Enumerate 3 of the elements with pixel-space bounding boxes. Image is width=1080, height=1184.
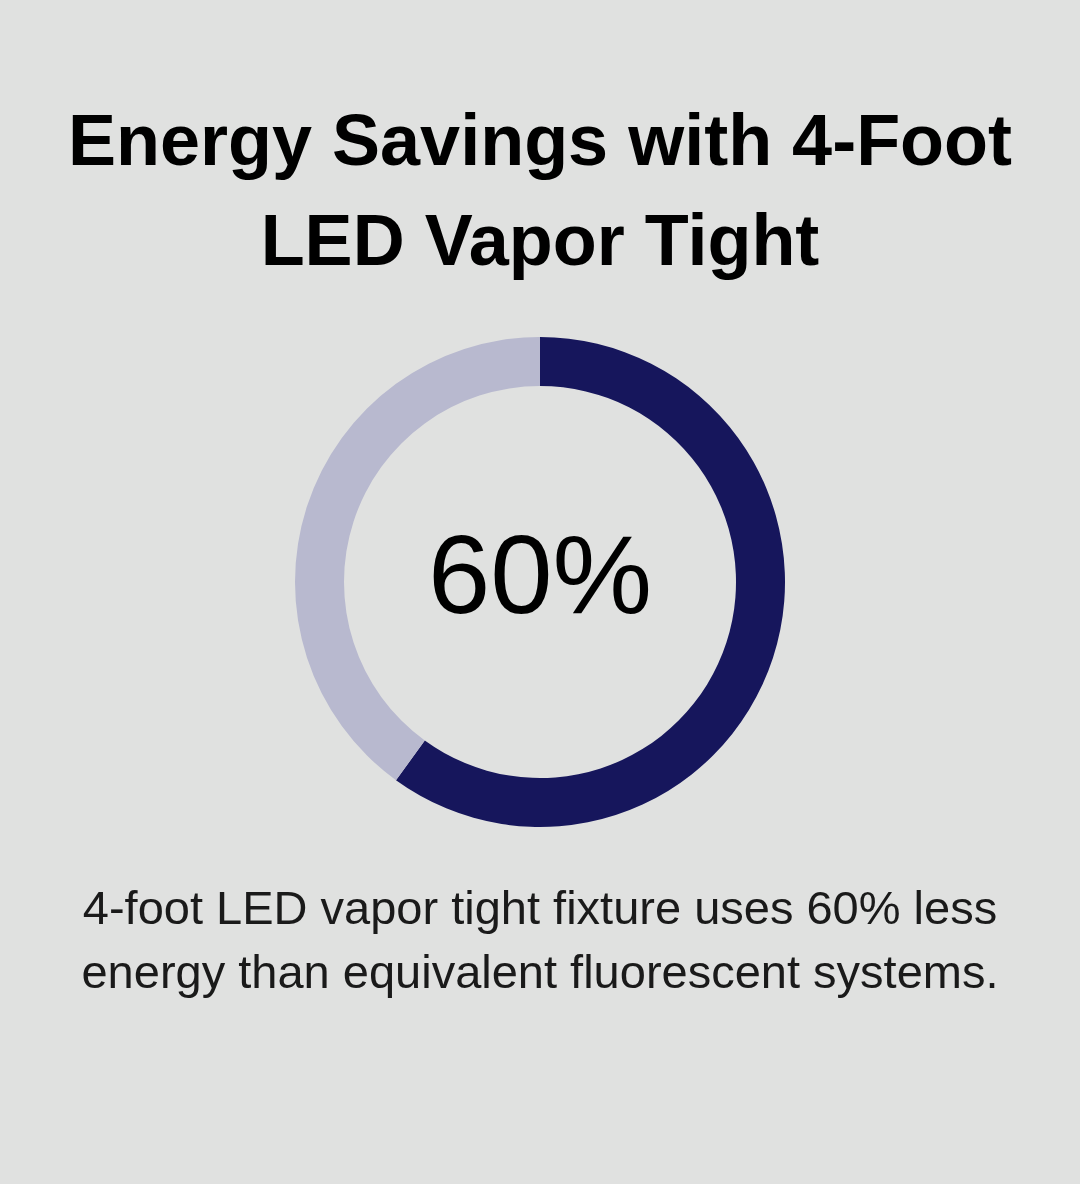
chart-title: Energy Savings with 4-Foot LED Vapor Tight — [66, 99, 1014, 282]
text: 4-foot LED vapor tight fixture uses 60% less energy than equivalent fluorescent systems. — [80, 880, 1000, 1000]
data-label: 60% — [427, 511, 653, 637]
